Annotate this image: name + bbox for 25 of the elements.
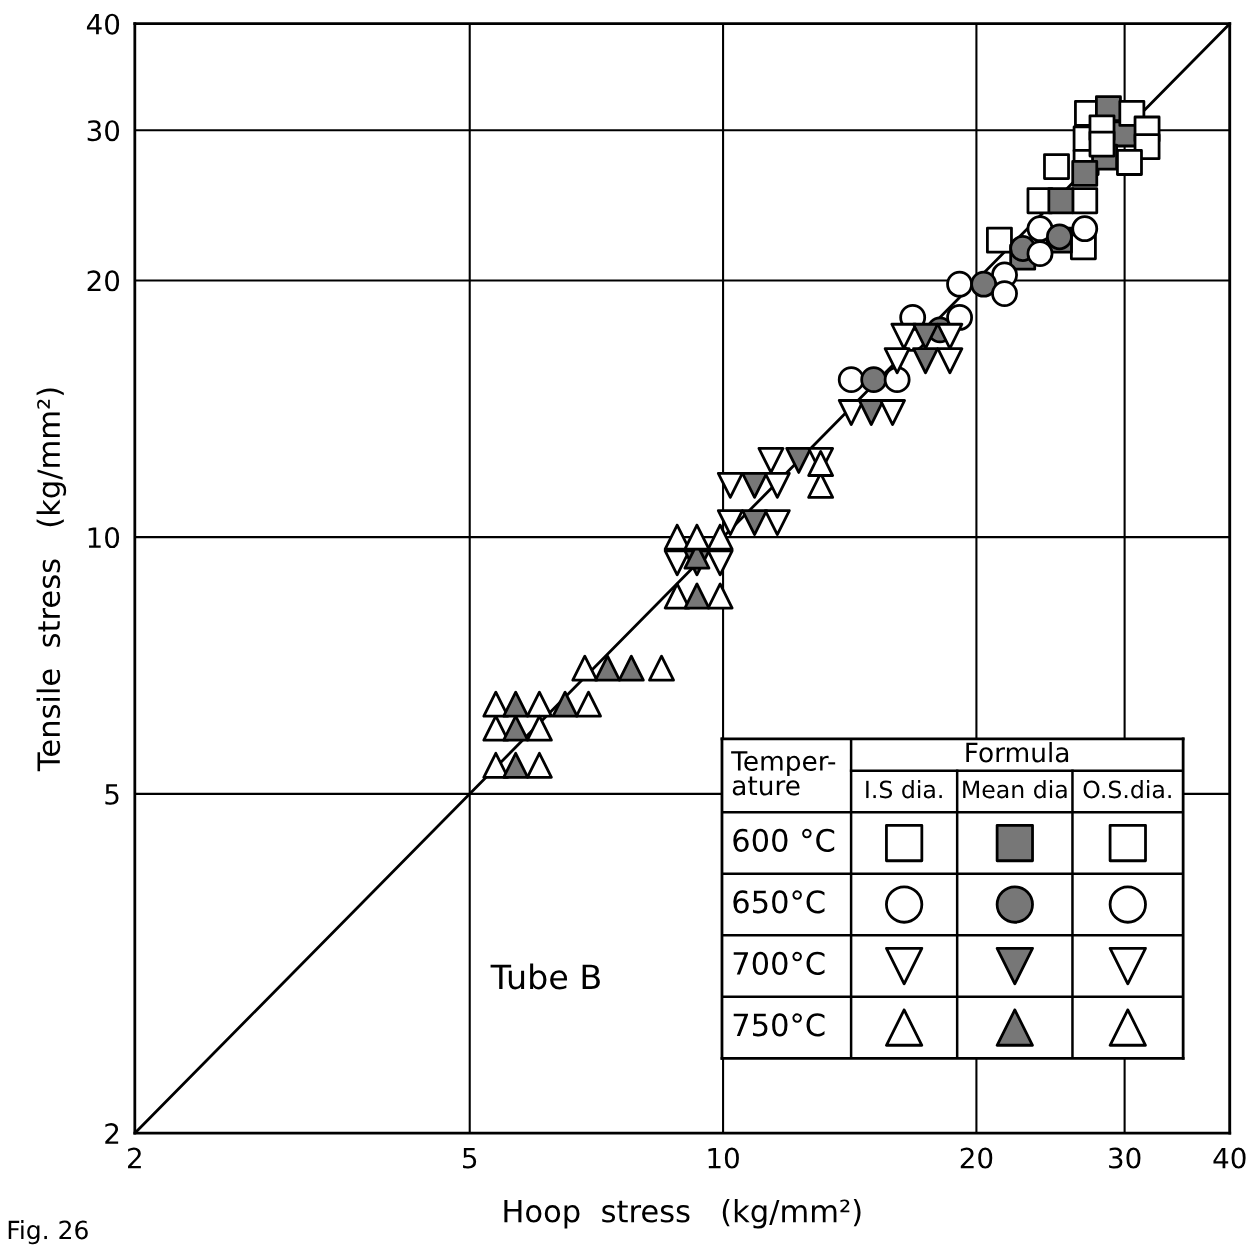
annotation: 650°C	[733, 890, 825, 914]
annotation: 600 °C	[733, 828, 835, 852]
x-axis-title: Hoop stress (kg/mm²)	[504, 1198, 861, 1229]
y-tick-label: 30	[87, 120, 120, 142]
y-tick-label: 20	[87, 270, 120, 292]
x-tick-label: 10	[708, 1147, 739, 1169]
y-tick-label: 10	[88, 527, 120, 549]
x-tick-label: 5	[463, 1147, 477, 1169]
annotation: Mean dia	[963, 780, 1067, 799]
y-tick-label: 5	[105, 784, 119, 805]
x-tick-label: 30	[1109, 1147, 1141, 1169]
annotation: 750°C	[733, 1013, 825, 1037]
y-tick-label: 40	[86, 13, 120, 35]
caption: Fig. 26	[8, 1220, 88, 1245]
annotation: 700°C	[733, 951, 825, 975]
x-tick-label: 20	[960, 1147, 993, 1169]
annotation: I.S dia.	[866, 780, 942, 799]
y-tick-label: 2	[105, 1123, 119, 1144]
legend-title: Formula	[966, 742, 1069, 763]
annotation: O.S.dia.	[1083, 780, 1171, 799]
y-axis-title: Tensile stress (kg/mm²)	[36, 388, 67, 772]
x-tick-label: 2	[128, 1147, 141, 1169]
annotation: Tube B	[490, 963, 600, 990]
annotation: Temper- ature	[731, 751, 836, 796]
x-tick-label: 40	[1213, 1147, 1246, 1169]
